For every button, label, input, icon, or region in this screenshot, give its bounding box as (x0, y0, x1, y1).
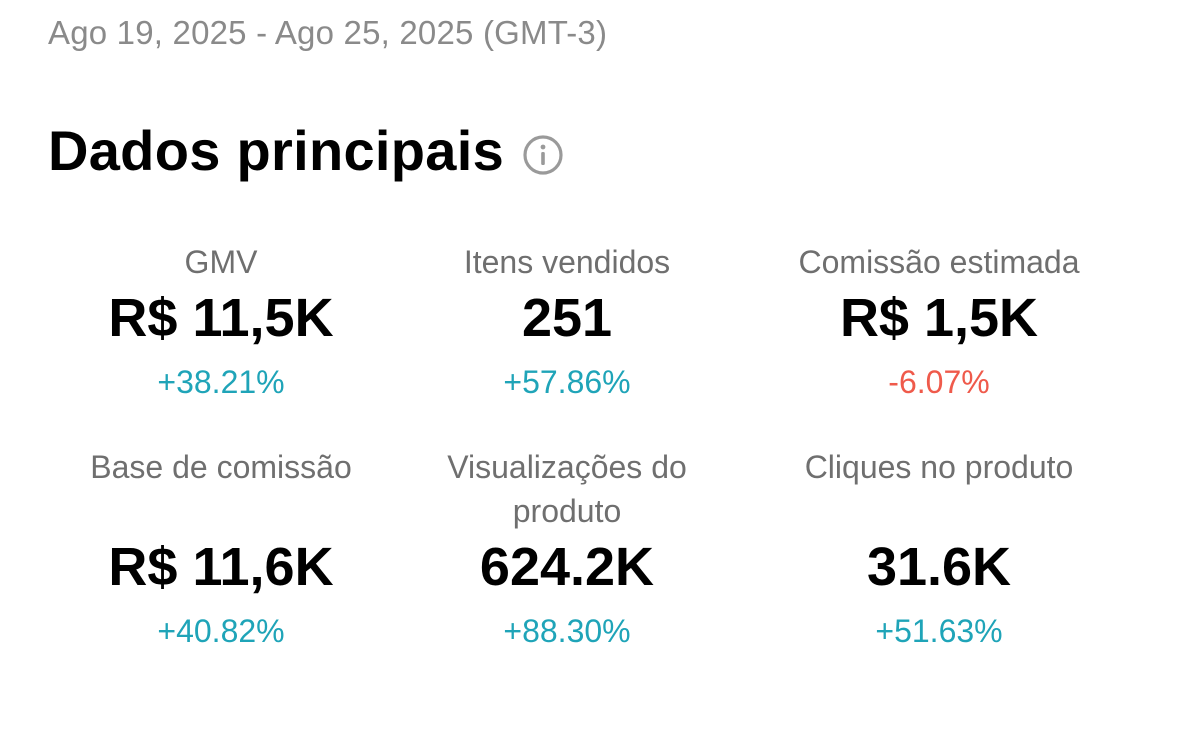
info-icon[interactable] (522, 134, 564, 176)
section-title: Dados principais (48, 119, 505, 182)
metric-label: Comissão estimada (798, 244, 1080, 280)
metric-value: R$ 11,6K (108, 537, 334, 597)
metric-change: +57.86% (503, 364, 631, 400)
section-header: Dados principais (48, 118, 564, 183)
metric-itens-vendidos[interactable]: Itens vendidos 251 +57.86% (394, 240, 740, 445)
metric-value: 31.6K (866, 537, 1012, 597)
metric-value: 251 (521, 288, 613, 348)
metric-change: +38.21% (157, 364, 285, 400)
metric-label: Itens vendidos (463, 244, 671, 280)
metric-value: R$ 11,5K (108, 288, 334, 348)
metric-change: +88.30% (503, 613, 631, 649)
metric-change: +51.63% (875, 613, 1003, 649)
metric-value: R$ 1,5K (839, 288, 1039, 348)
metric-label: GMV (184, 244, 258, 280)
metric-label: Base de comissão (90, 449, 352, 485)
metrics-grid: GMV R$ 11,5K +38.21% Itens vendidos 251 … (48, 240, 1138, 655)
metric-visualizacoes-do-produto[interactable]: Visualizações do produto 624.2K +88.30% (394, 445, 740, 655)
metric-comissao-estimada[interactable]: Comissão estimada R$ 1,5K -6.07% (740, 240, 1138, 445)
metric-label: Visualizações do produto (447, 449, 687, 529)
metric-gmv[interactable]: GMV R$ 11,5K +38.21% (48, 240, 394, 445)
metric-label: Cliques no produto (804, 449, 1074, 485)
metric-base-de-comissao[interactable]: Base de comissão R$ 11,6K +40.82% (48, 445, 394, 655)
metric-cliques-no-produto[interactable]: Cliques no produto 31.6K +51.63% (740, 445, 1138, 655)
date-range[interactable]: Ago 19, 2025 - Ago 25, 2025 (GMT-3) (48, 14, 608, 51)
metric-change: -6.07% (888, 364, 990, 400)
metric-change: +40.82% (157, 613, 285, 649)
metric-value: 624.2K (479, 537, 655, 597)
